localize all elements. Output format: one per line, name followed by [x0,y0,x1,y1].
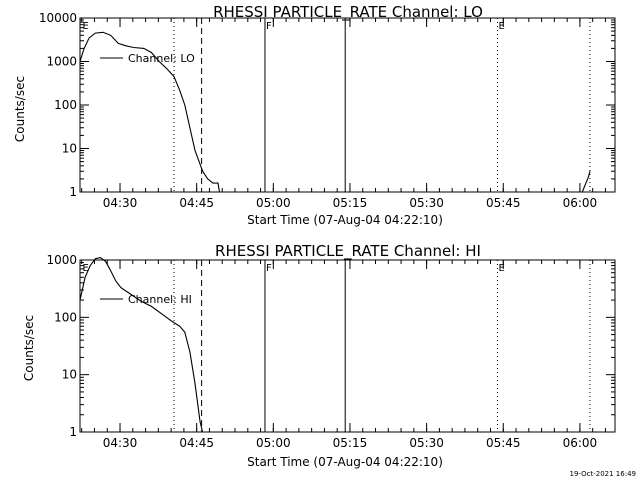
event-marker-label: E [83,21,89,32]
x-tick-label: 04:45 [179,436,214,450]
panel-hi-series [79,257,204,433]
panel-lo-axes: 04:30 04:45 05:00 05:15 05:30 05:45 06:00 1 10 10… [39,11,615,210]
panel-hi-axes: 04:30 04:45 05:00 05:15 05:30 05:45 06:00 1 10 10… [46,253,615,450]
y-tick-label: 100 [54,310,77,324]
panel-hi-legend: Channel: HI [100,293,192,306]
panel-hi-legend-label: Channel: HI [128,293,192,306]
panel-lo-legend: Channel: LO [100,52,195,65]
panel-lo-frame [79,17,616,193]
y-tick-label: 1000 [46,253,77,267]
panel-hi: RHESSI PARTICLE_RATE Channel: HI Counts/… [22,242,616,469]
event-marker-label: E [498,21,504,32]
x-tick-label: 04:30 [103,196,138,210]
panel-hi-title: RHESSI PARTICLE_RATE Channel: HI [215,242,481,261]
series-line [79,257,204,433]
x-tick-label: 04:30 [103,436,138,450]
panel-lo-ylabel: Counts/sec [13,76,27,142]
y-tick-label: 10000 [39,11,77,25]
y-tick-label: 10 [62,142,77,156]
y-tick-label: 1 [69,425,77,439]
event-marker-label: F [266,21,272,32]
x-tick-label: 05:15 [333,436,368,450]
panel-hi-ylabel: Counts/sec [22,315,36,381]
x-tick-label: 05:45 [486,196,521,210]
panel-hi-frame [79,259,616,433]
x-tick-label: 05:45 [486,436,521,450]
panel-lo-xlabel: Start Time (07-Aug-04 04:22:10) [247,213,443,227]
x-tick-label: 05:00 [256,196,291,210]
panel-lo-series [79,31,591,193]
series-line [79,31,221,193]
y-tick-label: 1000 [46,55,77,69]
x-tick-label: 06:00 [563,436,598,450]
series-line [581,171,591,193]
panel-lo-legend-label: Channel: LO [128,52,195,65]
footer-timestamp: 19-Oct-2021 16:49 [570,470,636,478]
y-tick-label: 1 [69,185,77,199]
x-tick-label: 05:30 [409,436,444,450]
x-tick-label: 04:45 [179,196,214,210]
panel-hi-xlabel: Start Time (07-Aug-04 04:22:10) [247,455,443,469]
x-tick-label: 05:30 [409,196,444,210]
panel-lo-title: RHESSI PARTICLE_RATE Channel: LO [213,3,483,22]
x-tick-label: 05:15 [333,196,368,210]
y-tick-label: 10 [62,368,77,382]
y-tick-label: 100 [54,98,77,112]
panel-lo: RHESSI PARTICLE_RATE Channel: LO Counts/… [13,3,616,227]
event-marker-label: F [266,263,272,274]
x-tick-label: 06:00 [563,196,598,210]
panel-hi-event-lines [173,260,591,432]
event-marker-label: E [498,263,504,274]
event-marker-label: E [83,263,89,274]
panel-lo-event-lines [173,18,591,192]
x-tick-label: 05:00 [256,436,291,450]
